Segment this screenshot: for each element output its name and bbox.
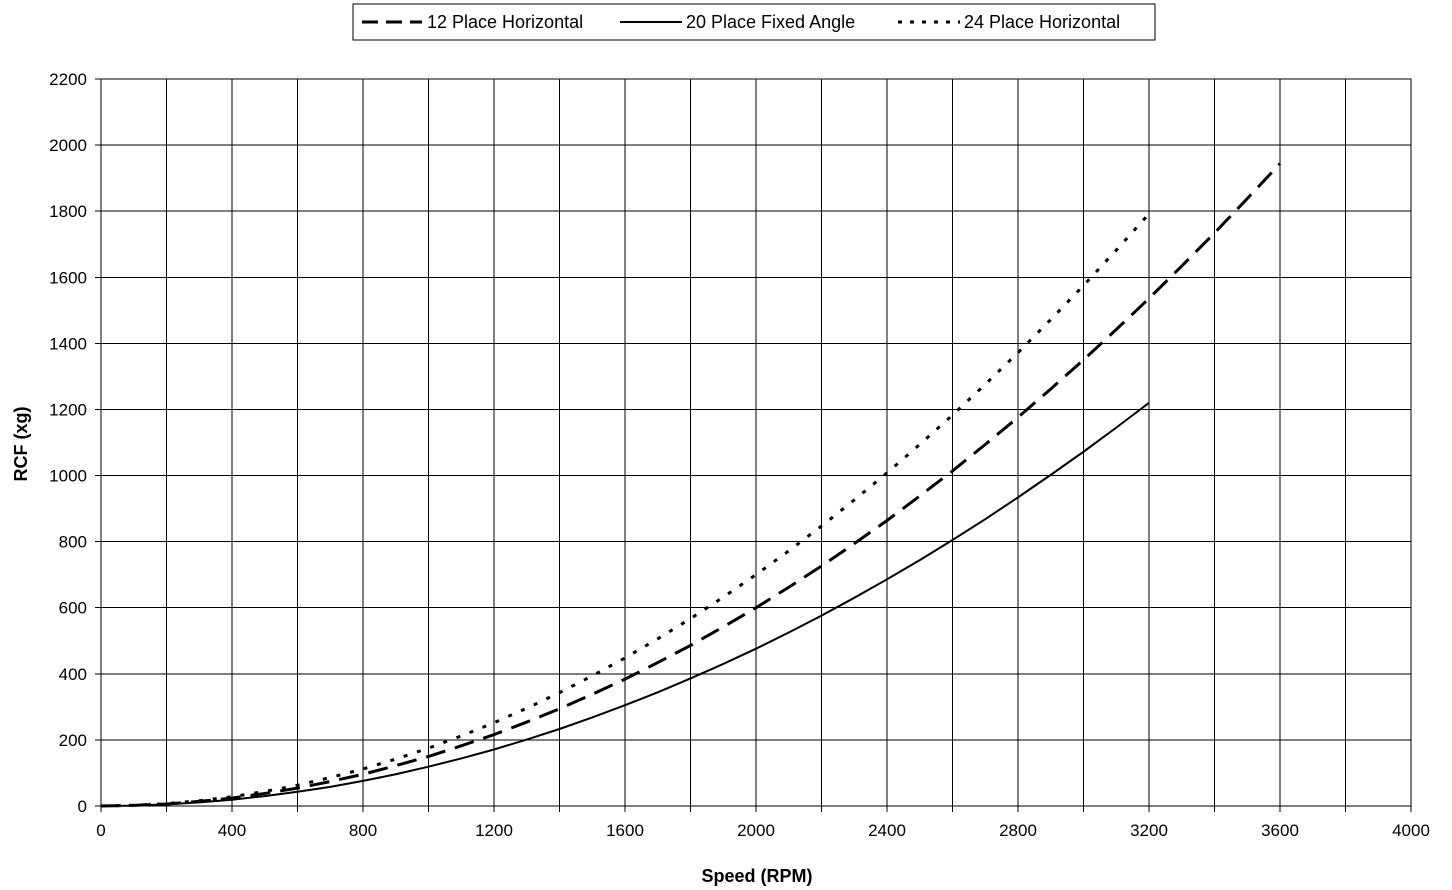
legend-label-12-place-horizontal: 12 Place Horizontal	[427, 12, 583, 32]
x-axis-title: Speed (RPM)	[701, 866, 812, 886]
y-tick-label: 1800	[49, 202, 87, 221]
tick-labels: 0 400 800 1200 1600 2000 2400 2800 3200 3600 4000 0…	[49, 70, 1430, 840]
x-tick-label: 3200	[1130, 821, 1168, 840]
y-tick-label: 600	[59, 599, 87, 618]
legend: 12 Place Horizontal 20 Place Fixed Angle…	[352, 3, 1156, 41]
y-tick-label: 2200	[49, 70, 87, 89]
y-tick-label: 1200	[49, 400, 87, 419]
y-tick-label: 0	[78, 797, 87, 816]
series-line-12-place-horizontal	[100, 162, 1282, 808]
y-tick-label: 400	[59, 665, 87, 684]
x-tick-label: 800	[349, 821, 377, 840]
legend-label-20-place-fixed-angle: 20 Place Fixed Angle	[686, 12, 855, 32]
y-tick-label: 1600	[49, 268, 87, 287]
y-tick-label: 800	[59, 533, 87, 552]
plot-area-frame	[100, 78, 1412, 807]
y-tick-label: 2000	[49, 136, 87, 155]
y-axis-title: RCF (xg)	[11, 407, 31, 482]
legend-box	[352, 3, 1156, 41]
x-tick-label: 2400	[868, 821, 906, 840]
x-tick-label: 4000	[1392, 821, 1430, 840]
y-tick-label: 200	[59, 731, 87, 750]
series-lines	[100, 162, 1282, 808]
y-tick-label: 1000	[49, 467, 87, 486]
x-tick-label: 400	[218, 821, 246, 840]
x-tick-label: 3600	[1261, 821, 1299, 840]
legend-label-24-place-horizontal: 24 Place Horizontal	[964, 12, 1120, 32]
x-tick-label: 1600	[606, 821, 644, 840]
x-tick-label: 2000	[737, 821, 775, 840]
series-line-20-place-fixed-angle	[100, 402, 1150, 807]
x-tick-label: 2800	[999, 821, 1037, 840]
x-tick-label: 1200	[475, 821, 513, 840]
grid	[95, 78, 1412, 812]
x-tick-label: 0	[96, 821, 105, 840]
y-tick-label: 1400	[49, 334, 87, 353]
